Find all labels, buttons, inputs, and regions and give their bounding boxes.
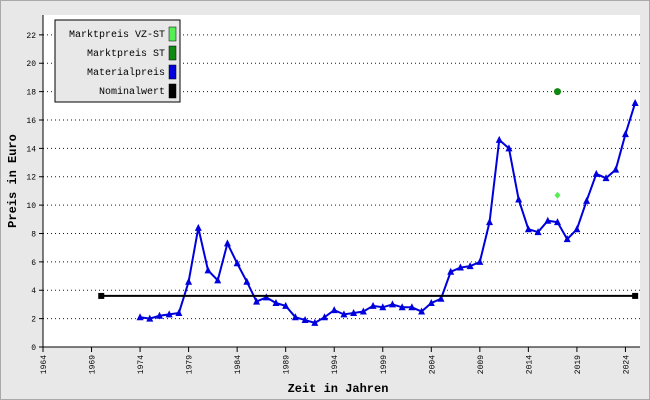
marker [437, 294, 445, 302]
y-tick-label: 8 [31, 230, 36, 239]
marker [136, 313, 144, 321]
x-tick-label: 1964 [40, 355, 49, 374]
y-tick-label: 10 [26, 202, 36, 211]
marker [291, 313, 299, 321]
marker [476, 257, 484, 265]
marker [223, 239, 231, 247]
x-tick-label: 1999 [380, 355, 389, 374]
marker [204, 266, 212, 274]
marker [427, 299, 435, 307]
marker [466, 262, 474, 270]
x-tick-label: 2014 [525, 355, 534, 374]
y-axis-label: Preis in Euro [6, 134, 20, 228]
marker [155, 311, 163, 319]
marker [486, 218, 494, 226]
marker [175, 308, 183, 316]
x-tick-label: 2019 [574, 355, 583, 374]
y-tick-label: 14 [26, 145, 36, 154]
marker [495, 135, 503, 143]
marker [369, 301, 377, 309]
marker [524, 225, 532, 233]
marker [321, 313, 329, 321]
marker [253, 297, 261, 305]
marker [534, 228, 542, 236]
legend-swatch [168, 26, 177, 42]
marker [340, 310, 348, 318]
marker [602, 174, 610, 182]
x-tick-label: 1989 [283, 355, 292, 374]
marker [592, 169, 600, 177]
y-tick-label: 0 [31, 344, 36, 353]
x-tick-label: 2009 [477, 355, 486, 374]
legend-swatch [168, 83, 177, 99]
marker [573, 225, 581, 233]
y-tick-label: 16 [26, 117, 36, 126]
marker [456, 263, 464, 271]
legend-swatch [168, 45, 177, 61]
marker [350, 308, 358, 316]
x-tick-label: 1969 [89, 355, 98, 374]
marker [631, 98, 639, 106]
x-tick-label: 2004 [428, 355, 437, 374]
marker [621, 130, 629, 138]
marker [194, 223, 202, 231]
marker [272, 299, 280, 307]
marker [447, 267, 455, 275]
marker [311, 318, 319, 326]
marker [165, 310, 173, 318]
legend-label: Materialpreis [87, 67, 165, 79]
marker [282, 301, 290, 309]
marker [301, 316, 309, 324]
marker [359, 307, 367, 315]
marker [379, 303, 387, 311]
y-tick-label: 22 [26, 32, 36, 41]
marker [398, 303, 406, 311]
marker [632, 292, 639, 299]
marker [98, 292, 105, 299]
marker [185, 277, 193, 285]
x-tick-label: 1984 [234, 355, 243, 374]
y-tick-label: 6 [31, 259, 36, 268]
legend-label: Marktpreis VZ-ST [69, 29, 165, 41]
legend-box [54, 19, 181, 103]
marker [544, 216, 552, 224]
marker [418, 307, 426, 315]
marker [553, 218, 561, 226]
marker [388, 300, 396, 308]
y-tick-label: 12 [26, 174, 36, 183]
legend-swatch [168, 64, 177, 80]
marker [214, 276, 222, 284]
y-tick-label: 20 [26, 60, 36, 69]
marker [612, 165, 620, 173]
marker [233, 259, 241, 267]
x-axis-label: Zeit in Jahren [288, 382, 389, 396]
legend-label: Nominalwert [99, 86, 165, 98]
marker [146, 314, 154, 322]
marker [505, 144, 513, 152]
marker [563, 235, 571, 243]
marker [554, 191, 561, 199]
y-tick-label: 18 [26, 89, 36, 98]
marker [330, 306, 338, 314]
legend-label: Marktpreis ST [87, 48, 165, 60]
x-tick-label: 1994 [331, 355, 340, 374]
y-tick-label: 2 [31, 316, 36, 325]
marker [243, 277, 251, 285]
marker [583, 196, 591, 204]
marker [408, 303, 416, 311]
series-line [139, 102, 637, 324]
x-tick-label: 1974 [137, 355, 146, 374]
marker [515, 195, 523, 203]
marker [553, 88, 561, 96]
x-tick-label: 2024 [622, 355, 631, 374]
x-tick-label: 1979 [186, 355, 195, 374]
y-tick-label: 4 [31, 287, 36, 296]
